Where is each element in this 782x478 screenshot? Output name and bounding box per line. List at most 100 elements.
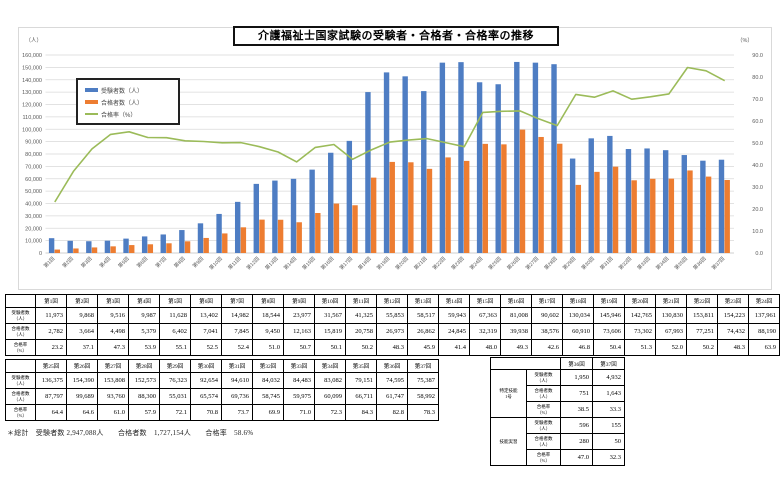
value-cell: 51.0 [252,339,284,356]
category-group-label: 特定技能 1号 [490,369,527,418]
column-header: 第23回 [717,294,749,308]
examinees-bar [346,140,353,253]
value-cell: 12,163 [283,323,315,340]
column-header: 第11回 [345,294,377,308]
corner-cell [5,294,36,308]
column-header: 第5回 [159,294,191,308]
row-label: 受験者数 （人） [526,417,561,434]
passers-bar [315,213,321,253]
value-cell: 74,432 [717,323,749,340]
passers-bar [575,184,582,253]
passers-bar [129,245,135,253]
left-axis-tick-label: 10,000 [25,239,42,245]
value-cell: 9,868 [66,307,98,324]
value-cell: 75,387 [407,372,439,389]
value-cell: 154,223 [717,307,749,324]
examinees-bar [234,201,241,253]
examinees-bar [141,236,148,253]
x-axis-category-label: 第22回 [431,255,447,271]
table-row: 受験者数 （人） 136,375 154,390 153,808 152,573 76,3… [5,372,439,389]
left-axis-tick-label: 110,000 [23,115,42,121]
row-label: 受験者数 （人） [5,307,36,324]
passers-bar [54,249,61,253]
value-cell: 77,251 [686,323,718,340]
column-header: 第7回 [221,294,253,308]
left-axis-tick-label: 90,000 [25,140,42,146]
examinees-bar [309,169,315,253]
left-axis-tick-label: 60,000 [25,177,42,183]
x-axis-category-label: 第11回 [227,255,243,271]
value-cell: 50.2 [345,339,377,356]
value-cell: 11,628 [159,307,191,324]
value-cell: 32.3 [592,449,625,466]
passers-bar [426,168,433,253]
value-cell: 73,606 [593,323,625,340]
value-cell: 78.3 [407,404,439,421]
left-axis-tick-label: 70,000 [25,164,42,170]
results-table-rounds-25-37: 第25回 第26回 第27回 第28回 第29回 第30回 第31回 第32回 第33回 第34回… [5,359,439,421]
table-row: 合格率 （%） 47.0 32.3 [491,449,625,466]
passers-bar [631,180,637,253]
x-axis-category-label: 第18回 [357,255,373,271]
passers-bar [650,178,656,253]
value-cell: 596 [560,417,593,434]
value-cell: 66,711 [345,388,377,405]
examinees-bar [197,223,204,253]
examinees-bar [383,72,390,253]
right-axis-tick-label: 10.0 [752,229,763,235]
value-cell: 63.9 [748,339,780,356]
column-header: 第27回 [97,359,129,373]
bar-series-marker-icon [85,88,98,92]
row-label: 合格者数 （人） [5,323,36,340]
passers-bar [240,227,247,253]
x-axis-category-label: 第14回 [282,255,298,271]
value-cell: 52.5 [190,339,222,356]
right-axis-tick-label: 40.0 [752,163,763,169]
examinees-bar [514,61,520,253]
column-header: 第36回 [376,359,408,373]
right-axis-tick-label: 70.0 [752,97,763,103]
value-cell: 7,041 [190,323,222,340]
value-cell: 11,973 [35,307,67,324]
value-cell: 69.9 [252,404,284,421]
value-cell: 73,302 [624,323,656,340]
value-cell: 153,808 [97,372,129,389]
x-axis-category-label: 第23回 [450,255,466,271]
chart-legend: 受験者数（人） 合格者数（人） 合格率（%） [76,78,180,125]
value-cell: 60,910 [562,323,594,340]
column-header: 第37回 [407,359,439,373]
row-label: 合格率 （%） [5,404,36,421]
column-header: 第14回 [438,294,470,308]
left-axis-tick-label: 100,000 [22,127,42,133]
passers-bar [370,177,377,253]
x-axis-category-label: 第24回 [468,255,484,271]
column-header: 第31回 [221,359,253,373]
column-header: 第12回 [376,294,408,308]
x-axis-category-label: 第32回 [617,255,633,271]
column-header: 第10回 [314,294,346,308]
row-label: 合格率 （%） [5,339,36,356]
passers-bar [724,179,730,253]
value-cell: 57.9 [128,404,160,421]
examinees-bar [48,238,55,253]
value-cell: 2,782 [35,323,67,340]
x-axis-category-label: 第4回 [98,255,112,269]
x-axis-category-label: 第1回 [42,255,56,269]
value-cell: 47.0 [560,449,593,466]
value-cell: 23.2 [35,339,67,356]
passers-bar [705,176,712,253]
examinees-bar [458,62,464,254]
value-cell: 58,517 [407,307,439,324]
x-axis-category-label: 第3回 [79,255,93,269]
value-cell: 46.8 [562,339,594,356]
value-cell: 7,845 [221,323,253,340]
x-axis-category-label: 第17回 [338,255,354,271]
value-cell: 50.4 [593,339,625,356]
legend-item-label: 受験者数（人） [101,88,144,95]
x-axis-category-label: 第2回 [61,255,75,269]
category-group-label: 技能実習 [490,417,527,466]
examinees-bar [700,160,706,253]
left-axis-tick-label: 0 [39,251,42,257]
x-axis-category-label: 第29回 [561,255,577,271]
table-row: 合格率 （%） 23.2 37.1 47.3 53.9 55.1 52.5 52.4 51.0 5… [5,339,780,356]
